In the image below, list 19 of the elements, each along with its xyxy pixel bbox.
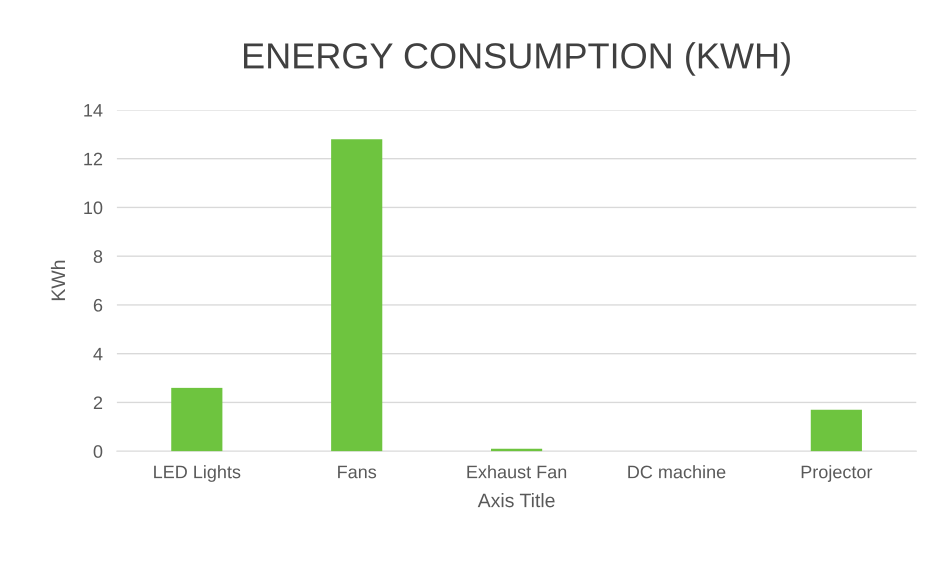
bar <box>331 139 382 452</box>
y-tick-label: 8 <box>94 250 102 263</box>
y-tick-label: 0 <box>94 445 102 458</box>
y-tick-label: 6 <box>94 298 102 312</box>
chart-title: ENERGY CONSUMPTION (KWH) <box>244 42 790 76</box>
x-tick-label: DC machine <box>628 465 726 478</box>
y-axis-title: KWh <box>50 260 65 300</box>
y-tick-label: 2 <box>94 396 102 409</box>
x-tick-label: LED Lights <box>154 465 240 482</box>
y-tick-label: 4 <box>93 348 102 360</box>
bar <box>171 388 222 452</box>
y-tick-label: 10 <box>84 201 102 214</box>
x-tick-label: Fans <box>338 466 376 478</box>
bar <box>810 410 862 452</box>
x-tick-label: Exhaust Fan <box>467 465 566 478</box>
x-tick-label: Projector <box>802 465 872 482</box>
x-axis-title: Axis Title <box>478 493 555 508</box>
y-tick-label: 14 <box>84 104 102 117</box>
y-tick-label: 12 <box>84 152 102 166</box>
